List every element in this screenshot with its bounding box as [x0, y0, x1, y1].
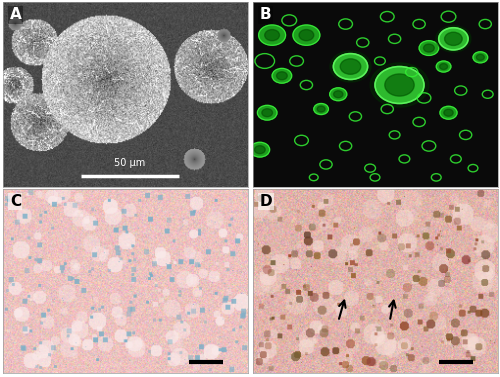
Circle shape	[293, 25, 320, 45]
Text: D: D	[260, 194, 272, 209]
Circle shape	[476, 54, 484, 60]
Circle shape	[250, 142, 270, 157]
Text: B: B	[260, 8, 272, 22]
Circle shape	[436, 61, 451, 72]
Circle shape	[314, 104, 328, 115]
Circle shape	[330, 51, 371, 82]
Circle shape	[440, 63, 448, 70]
Circle shape	[375, 67, 424, 104]
Circle shape	[317, 106, 325, 112]
Circle shape	[440, 106, 457, 119]
Text: A: A	[10, 8, 22, 22]
Circle shape	[424, 44, 434, 52]
Circle shape	[299, 29, 314, 41]
Circle shape	[254, 146, 265, 154]
Circle shape	[419, 41, 438, 55]
Circle shape	[436, 26, 471, 52]
Text: 50 μm: 50 μm	[114, 158, 146, 168]
Circle shape	[264, 29, 280, 41]
Circle shape	[276, 72, 287, 80]
Circle shape	[438, 28, 468, 50]
Circle shape	[444, 109, 453, 116]
Circle shape	[272, 68, 291, 83]
Circle shape	[444, 32, 462, 46]
Circle shape	[258, 105, 277, 120]
Circle shape	[330, 88, 347, 101]
Circle shape	[340, 59, 361, 74]
Circle shape	[370, 63, 429, 107]
Circle shape	[334, 91, 343, 98]
Circle shape	[334, 54, 368, 80]
Circle shape	[258, 25, 285, 45]
Circle shape	[473, 52, 488, 63]
Circle shape	[385, 74, 414, 96]
Text: C: C	[10, 194, 21, 209]
Circle shape	[262, 109, 272, 117]
